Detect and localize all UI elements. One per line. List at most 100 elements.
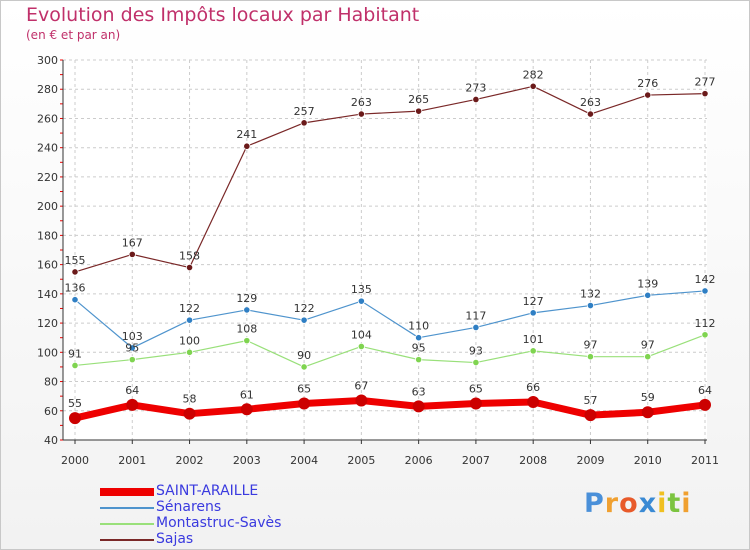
data-point bbox=[185, 316, 194, 324]
data-point bbox=[529, 347, 537, 355]
data-label: 122 bbox=[294, 302, 315, 315]
data-point bbox=[355, 394, 368, 407]
legend-item: Montastruc-Savès bbox=[100, 515, 360, 532]
data-label: 90 bbox=[297, 349, 311, 362]
data-point bbox=[529, 309, 537, 317]
data-point bbox=[71, 268, 79, 276]
data-label: 273 bbox=[465, 81, 486, 94]
data-label: 64 bbox=[698, 384, 712, 397]
chart-subtitle: (en € et par an) bbox=[26, 28, 121, 42]
y-tick-label: 60 bbox=[44, 405, 58, 418]
y-tick-label: 160 bbox=[37, 259, 58, 272]
data-label: 65 bbox=[469, 382, 483, 395]
y-tick-label: 140 bbox=[37, 288, 58, 301]
legend-label: SAINT-ARAILLE bbox=[156, 483, 259, 499]
data-label: 122 bbox=[179, 302, 200, 315]
data-label: 67 bbox=[354, 380, 368, 393]
data-label: 135 bbox=[351, 283, 372, 296]
y-tick-label: 280 bbox=[37, 83, 58, 96]
data-label: 91 bbox=[68, 347, 82, 360]
data-point bbox=[128, 250, 136, 258]
data-label: 65 bbox=[297, 382, 311, 395]
data-label: 103 bbox=[122, 330, 143, 343]
data-point bbox=[472, 95, 480, 104]
x-tick-label: 2003 bbox=[233, 454, 261, 467]
legend-swatch bbox=[100, 523, 154, 525]
data-label: 276 bbox=[637, 77, 658, 90]
data-label: 58 bbox=[183, 393, 197, 406]
data-label: 155 bbox=[65, 254, 86, 267]
data-point bbox=[128, 356, 136, 364]
data-point bbox=[644, 91, 652, 99]
legend-label: Montastruc-Savès bbox=[156, 515, 282, 531]
series-line-montastruc-savès bbox=[74, 334, 706, 368]
data-label: 263 bbox=[580, 96, 601, 109]
data-label: 136 bbox=[65, 282, 86, 295]
data-label: 241 bbox=[236, 128, 257, 141]
data-point bbox=[586, 353, 595, 361]
data-point bbox=[701, 287, 709, 295]
data-label: 265 bbox=[408, 93, 429, 106]
brand-letter: r bbox=[604, 488, 620, 519]
data-label: 104 bbox=[351, 328, 372, 341]
brand-letter: x bbox=[638, 488, 658, 519]
data-label: 158 bbox=[179, 250, 200, 263]
data-point bbox=[300, 316, 308, 324]
data-point bbox=[357, 110, 365, 118]
data-label: 142 bbox=[695, 273, 716, 286]
brand-logo: Proxiti bbox=[584, 488, 692, 519]
data-point bbox=[641, 406, 654, 419]
data-point bbox=[185, 348, 194, 356]
brand-letter: o bbox=[619, 488, 639, 519]
x-tick-label: 2006 bbox=[405, 454, 433, 467]
data-label: 282 bbox=[523, 68, 544, 81]
data-point bbox=[69, 412, 81, 425]
data-label: 110 bbox=[408, 320, 429, 333]
data-point bbox=[415, 107, 423, 115]
data-point bbox=[240, 403, 253, 416]
x-tick-label: 2002 bbox=[176, 454, 204, 467]
x-tick-label: 2005 bbox=[347, 454, 375, 467]
data-label: 263 bbox=[351, 96, 372, 109]
y-tick-label: 240 bbox=[37, 142, 58, 155]
legend-label: Sénarens bbox=[156, 499, 222, 515]
data-point bbox=[469, 397, 482, 410]
data-point bbox=[472, 358, 480, 367]
y-tick-label: 40 bbox=[44, 434, 58, 447]
data-label: 95 bbox=[125, 342, 139, 355]
data-label: 64 bbox=[125, 384, 139, 397]
legend: SAINT-ARAILLE Sénarens Montastruc-Savès Saj… bbox=[100, 483, 360, 548]
data-point bbox=[415, 356, 423, 364]
data-label: 129 bbox=[236, 292, 257, 305]
series-line-sénarens bbox=[74, 290, 706, 349]
legend-swatch bbox=[100, 539, 154, 541]
x-tick-label: 2010 bbox=[634, 454, 662, 467]
x-tick-label: 2004 bbox=[290, 454, 318, 467]
data-point bbox=[529, 82, 537, 90]
data-label: 139 bbox=[637, 277, 658, 290]
data-point bbox=[300, 119, 308, 127]
data-point bbox=[415, 334, 423, 342]
y-tick-label: 180 bbox=[37, 229, 58, 242]
data-point bbox=[300, 363, 308, 371]
data-point bbox=[357, 297, 365, 305]
x-tick-label: 2008 bbox=[519, 454, 547, 467]
y-tick-label: 120 bbox=[37, 317, 58, 330]
data-label: 127 bbox=[523, 295, 544, 308]
data-point bbox=[243, 142, 251, 150]
data-point bbox=[586, 110, 595, 118]
data-label: 167 bbox=[122, 236, 143, 249]
x-tick-label: 2009 bbox=[576, 454, 604, 467]
brand-letter: i bbox=[681, 488, 692, 519]
legend-swatch bbox=[100, 507, 154, 509]
data-point bbox=[699, 398, 711, 411]
data-label: 108 bbox=[236, 323, 257, 336]
data-point bbox=[126, 398, 139, 411]
data-label: 101 bbox=[523, 333, 544, 346]
data-label: 57 bbox=[583, 394, 597, 407]
data-label: 95 bbox=[412, 342, 426, 355]
data-label: 55 bbox=[68, 397, 82, 410]
y-tick-label: 200 bbox=[37, 200, 58, 213]
data-point bbox=[298, 397, 311, 410]
